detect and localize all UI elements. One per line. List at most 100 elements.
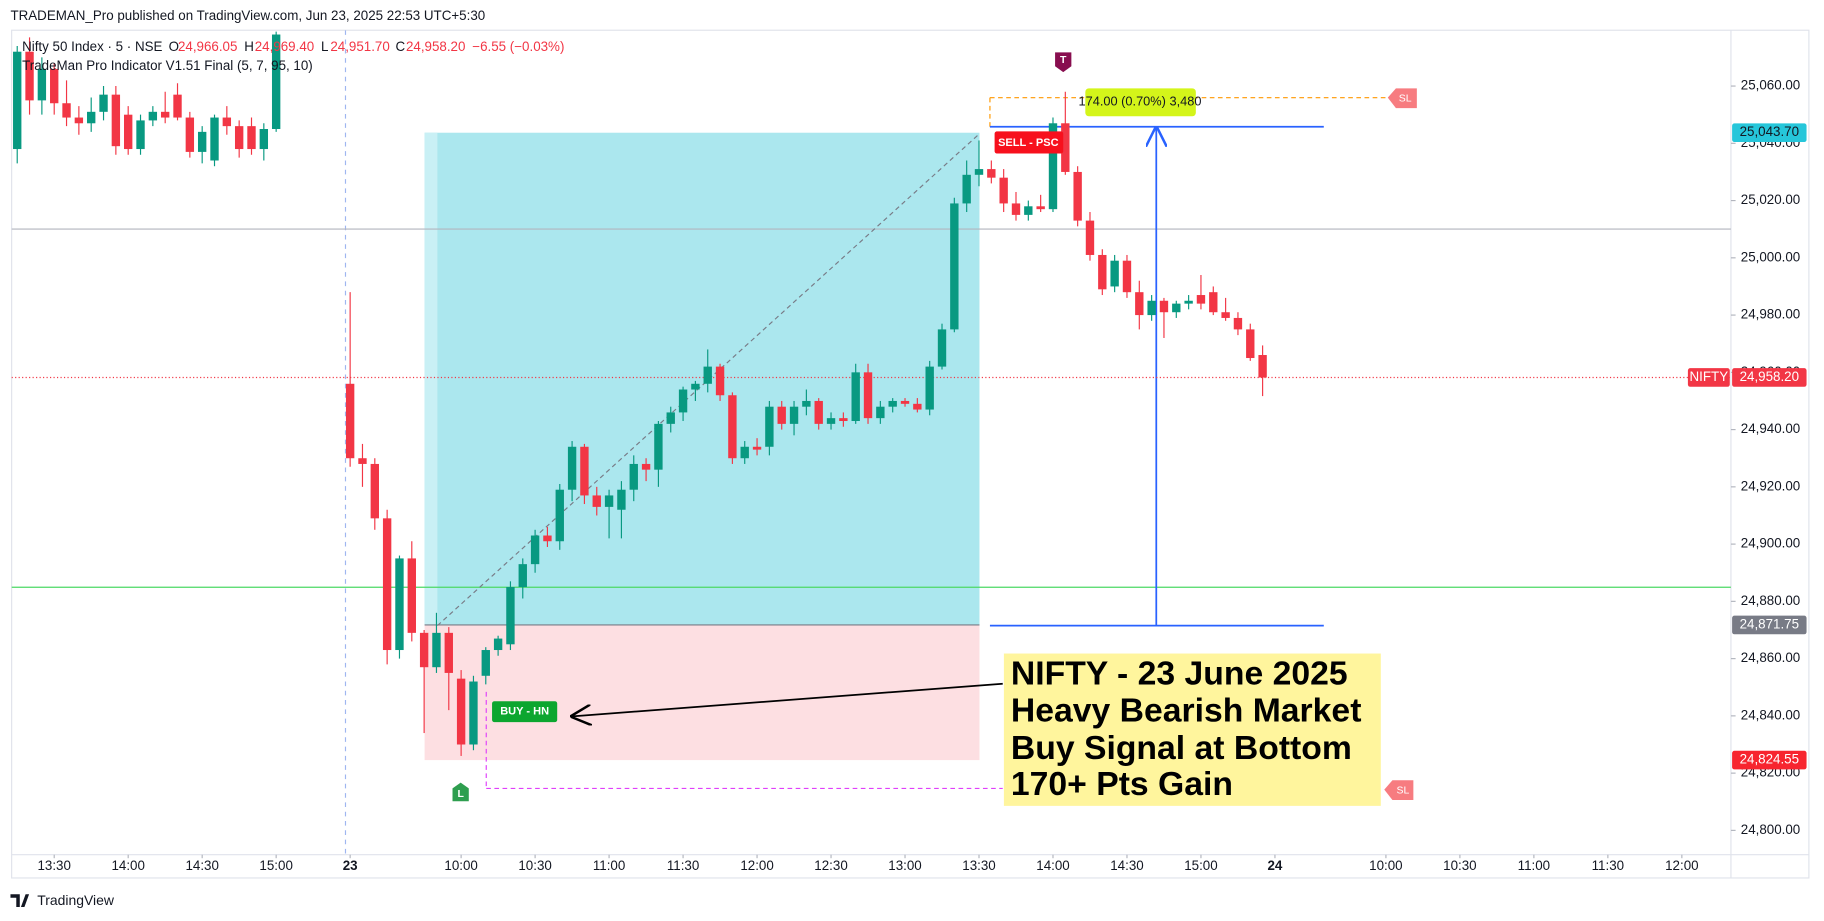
x-tick-label: 15:00	[1184, 858, 1217, 873]
candle-body	[1233, 317, 1243, 330]
price-label-box	[1732, 750, 1807, 770]
candle-body	[160, 111, 170, 118]
note-line: NIFTY - 23 June 2025	[1011, 655, 1348, 693]
note-line: 170+ Pts Gain	[1011, 765, 1233, 803]
candle-body	[567, 446, 577, 490]
candle-body	[62, 103, 71, 118]
candle-body	[444, 632, 453, 673]
low-marker-label: L	[457, 789, 464, 800]
candle-body	[555, 489, 564, 542]
candle-body	[913, 403, 922, 410]
x-tick-label: 12:30	[814, 858, 847, 873]
low-marker	[452, 782, 469, 802]
candle-body	[1135, 292, 1144, 316]
candle-body	[456, 678, 466, 745]
candle-body	[678, 389, 688, 413]
candle-body	[543, 535, 552, 542]
top-marker-label: T	[1060, 55, 1067, 66]
candle-body	[876, 406, 885, 419]
candle-body	[740, 446, 749, 459]
stop-tag	[1387, 88, 1417, 109]
x-tick-label: 14:00	[1036, 858, 1069, 873]
annotations: 174.00 (0.70%) 3,480 SELL - PSC BUY - HN…	[452, 52, 1417, 806]
x-tick-label: 11:30	[667, 858, 699, 873]
price-label: 24,824.55	[1740, 752, 1799, 767]
ohlc-key: C	[396, 39, 406, 54]
candle-body	[382, 518, 392, 651]
candle-body	[234, 126, 244, 150]
candle-body	[407, 558, 416, 633]
candle-body	[1122, 260, 1132, 293]
x-tick-label: 13:30	[962, 858, 995, 873]
y-tick-label: 24,840.00	[1741, 707, 1800, 722]
x-tick-label: 10:30	[518, 858, 551, 873]
buy-label: BUY - HN	[500, 706, 549, 718]
candle-body	[173, 94, 182, 118]
measure-label: 174.00 (0.70%) 3,480	[1079, 94, 1202, 109]
candle-body	[87, 111, 96, 124]
x-tick-label: 11:00	[1518, 858, 1550, 873]
x-tick-label: 23	[343, 858, 358, 873]
candle-body	[1011, 203, 1021, 215]
y-tick-label: 24,880.00	[1741, 593, 1800, 608]
candle-body	[950, 203, 959, 330]
candle-body	[395, 558, 404, 651]
profit-zone	[424, 132, 980, 625]
candle-body	[185, 117, 195, 152]
candle-body	[802, 400, 811, 407]
price-label-box	[1732, 615, 1807, 635]
stop-tag	[1384, 780, 1414, 801]
note-box	[1003, 653, 1381, 806]
price-label: 25,043.70	[1740, 124, 1799, 139]
symbol-tag-box	[1687, 368, 1730, 387]
position-zones	[424, 132, 980, 761]
price-label: 24,958.20	[1740, 369, 1799, 384]
indicator: TradeMan Pro Indicator V1.51 Final (5, 7…	[22, 58, 313, 73]
sell-signal	[994, 131, 1064, 154]
candle-body	[629, 463, 638, 490]
candle-body	[13, 51, 22, 150]
candle-body	[752, 446, 762, 450]
candle-body	[789, 406, 799, 424]
x-tick-label: 14:30	[1110, 858, 1143, 873]
ohlc-key: O	[169, 39, 179, 54]
price-label-box	[1732, 368, 1807, 387]
candle-body	[1246, 329, 1255, 359]
x-tick-label: 10:30	[1443, 858, 1476, 873]
candle-body	[210, 117, 219, 161]
candle-body	[666, 412, 675, 424]
stop-tag-label: SL	[1396, 786, 1409, 797]
candle-body	[136, 120, 145, 150]
candle-body	[124, 114, 133, 150]
candle-body	[592, 495, 601, 507]
candle-body	[826, 418, 836, 424]
x-tick-label: 10:00	[1369, 858, 1402, 873]
sell-label: SELL - PSC	[998, 137, 1059, 149]
candle-body	[1048, 123, 1058, 210]
candle-body	[148, 111, 158, 121]
candle-body	[974, 169, 984, 175]
candle-body	[99, 94, 108, 112]
y-tick-label: 25,000.00	[1741, 249, 1800, 264]
x-tick-label: 10:00	[444, 858, 477, 873]
candle-body	[37, 68, 47, 101]
candle-body	[1110, 260, 1119, 287]
brand: TradingView	[37, 892, 115, 908]
candle-body	[481, 650, 490, 676]
x-tick-label: 15:00	[259, 858, 292, 873]
note-arrow	[572, 682, 1003, 717]
candle-body	[259, 129, 269, 150]
ohlc-value: 24,969.40	[255, 39, 314, 54]
candle-body	[1172, 303, 1181, 313]
candle-body	[580, 446, 589, 496]
candle-body	[765, 406, 774, 447]
candle-body	[370, 463, 379, 519]
x-tick-label: 14:30	[185, 858, 218, 873]
candle-body	[530, 535, 540, 565]
candle-body	[197, 131, 207, 152]
candle-body	[469, 681, 478, 745]
candle-body	[1196, 295, 1206, 304]
candle-body	[1147, 300, 1156, 316]
